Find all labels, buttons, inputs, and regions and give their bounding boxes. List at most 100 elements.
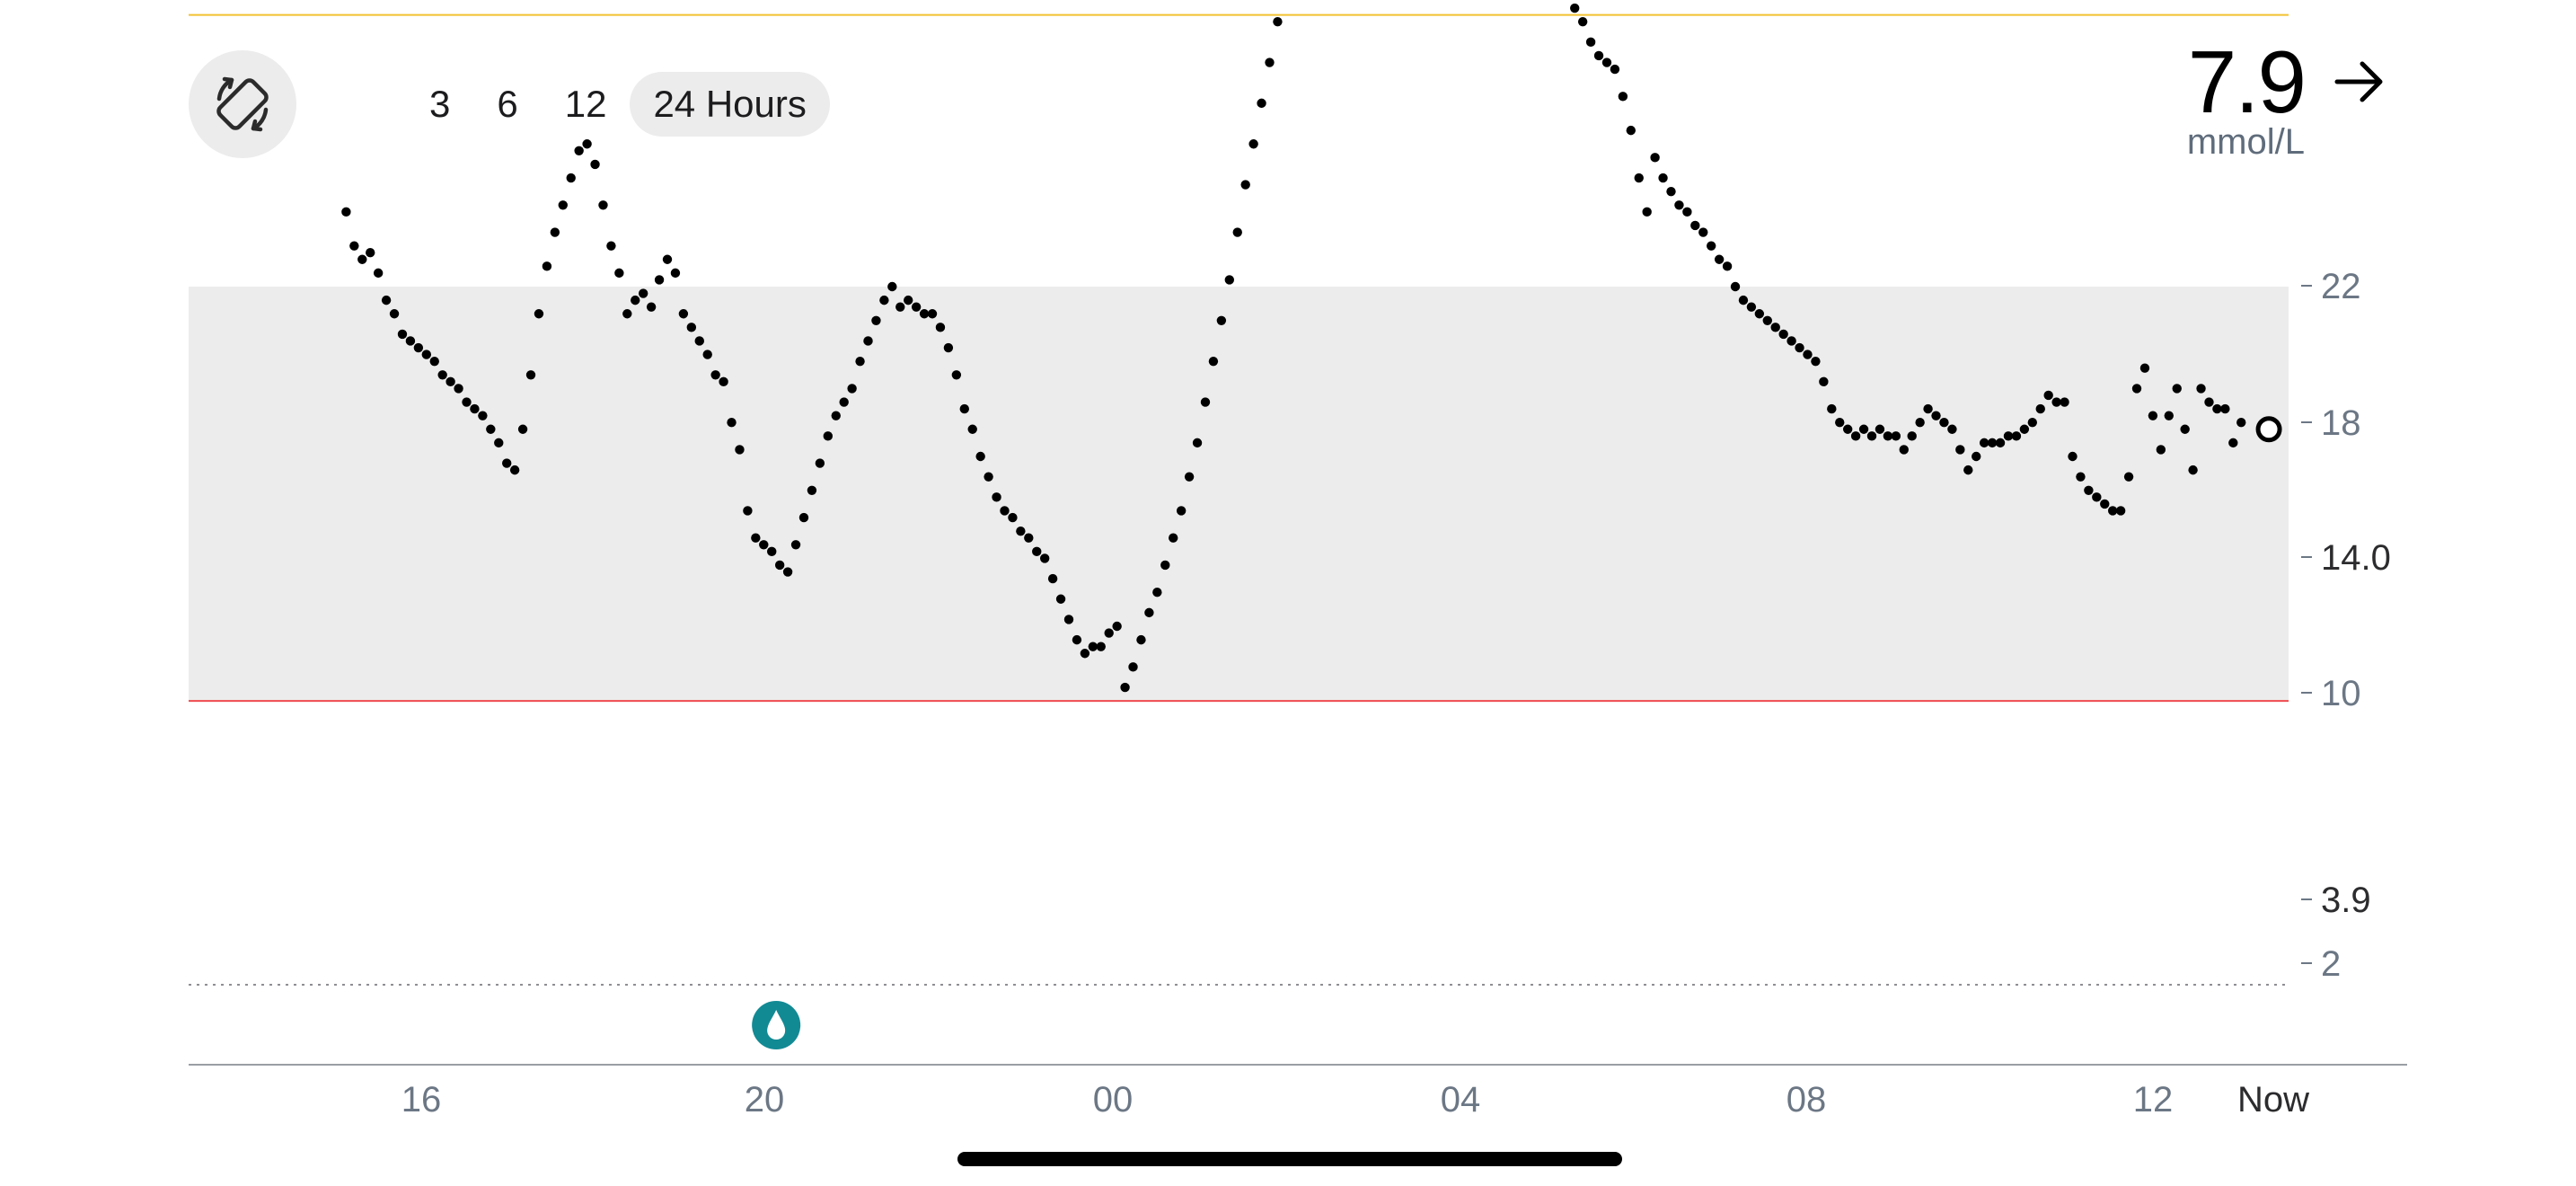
glucose-reading-dot [1160,560,1170,571]
glucose-reading-dot [2076,472,2086,482]
glucose-reading-dot [446,376,455,387]
glucose-reading-dot [1714,254,1725,264]
glucose-reading-dot [1072,634,1082,645]
glucose-reading-dot [389,309,400,319]
glucose-reading-dot [534,309,544,319]
glucose-reading-dot [727,418,737,428]
glucose-reading-dot [2148,411,2158,420]
glucose-reading-dot [1786,336,1796,346]
glucose-reading-dot [823,431,833,441]
glucose-reading-dot [1200,397,1211,407]
glucose-reading-dot [509,465,520,475]
glucose-reading-dot [2003,431,2014,441]
glucose-reading-dot [1104,628,1114,638]
glucose-reading-dot [1658,173,1668,183]
glucose-reading-dot [1144,607,1154,618]
glucose-reading-dot [405,336,416,346]
glucose-reading-dot [1128,662,1138,672]
glucose-reading-dot [774,560,785,571]
y-tick-label: 14.0 [2321,538,2391,578]
glucose-reading-dot [1000,506,1010,516]
glucose-reading-dot [454,384,463,394]
glucose-reading-dot [1835,418,1845,428]
glucose-reading-dot [2204,397,2214,407]
glucose-reading-dot [863,336,873,346]
glucose-reading-dot [1827,403,1837,414]
y-tick-label: 10 [2321,674,2361,713]
glucose-reading-dot [1055,594,1066,604]
glucose-reading-dot [1707,241,1716,251]
glucose-reading-dot [1875,424,1885,434]
glucose-reading-dot [478,411,488,420]
glucose-reading-dot [839,397,849,407]
glucose-reading-dot [2172,384,2182,394]
glucose-reading-dot [2180,424,2190,434]
y-tick-label: 22 [2321,267,2361,306]
glucose-reading-dot [1972,451,1981,462]
glucose-reading-dot [413,342,424,353]
glucose-reading-dot [1112,621,1122,632]
range-tab-12[interactable]: 12 [564,83,607,125]
glucose-reading-dot [1152,588,1162,597]
glucose-reading-dot [1666,186,1676,197]
glucose-reading-dot [1819,376,1829,387]
glucose-reading-dot [879,295,889,305]
glucose-reading-dot [694,336,704,346]
range-tab-6[interactable]: 6 [497,83,518,125]
glucose-reading-dot [550,227,560,237]
x-tick-label: 20 [745,1080,785,1120]
glucose-reading-dot [486,424,496,434]
glucose-reading-dot [1192,438,1203,448]
glucose-reading-dot [2196,384,2206,394]
glucose-reading-dot [2027,418,2037,428]
glucose-reading-dot [1891,431,1901,441]
glucose-reading-dot [1866,431,1877,441]
glucose-reading-dot [895,302,905,312]
glucose-reading-dot [2011,431,2022,441]
glucose-reading-dot [871,315,881,325]
glucose-reading-dot [1939,418,1949,428]
glucose-reading-dot [1248,139,1258,149]
glucose-reading-dot [646,302,657,312]
glucose-reading-dot [767,546,777,557]
glucose-reading-dot [1024,533,1034,543]
glucose-reading-dot [1746,302,1757,312]
glucose-reading-dot [919,309,930,319]
glucose-reading-dot [606,241,616,251]
glucose-reading-dot [1626,125,1636,136]
glucose-reading-dot [1634,173,1644,183]
glucose-reading-dot [1883,431,1893,441]
x-tick-label: 08 [1786,1080,1827,1120]
glucose-reading-dot [1650,153,1660,163]
glucose-reading-dot [1570,3,1580,13]
glucose-reading-dot [2068,451,2078,462]
glucose-reading-dot [935,323,946,332]
glucose-reading-dot [2139,363,2150,373]
time-range-tabs: 3 6 12 24 Hours [406,72,830,137]
glucose-reading-dot [1730,281,1741,292]
glucose-reading-dot [1240,180,1250,190]
blood-drop-icon[interactable] [752,1001,801,1049]
x-tick-label: 12 [2133,1080,2174,1120]
glucose-reading-dot [1063,615,1074,624]
glucose-reading-dot [1754,309,1765,319]
glucose-reading-dot [2060,397,2069,407]
glucose-reading-dot [855,356,865,367]
glucose-reading-dot [1955,445,1965,455]
glucose-reading-dot [2236,418,2246,428]
glucose-reading-dot [517,424,528,434]
glucose-reading-dot [686,323,697,332]
glucose-reading-dot [951,370,962,380]
glucose-reading-dot [631,295,640,305]
range-tab-3[interactable]: 3 [429,83,451,125]
rotate-button[interactable] [189,50,296,158]
glucose-reading-dot [1610,64,1620,75]
range-tab-24-hours[interactable]: 24 Hours [630,72,830,137]
glucose-reading-dot [2043,390,2053,401]
y-tick-label: 18 [2321,403,2361,443]
glucose-reading-dot [582,139,592,149]
glucose-unit: mmol/L [2186,122,2305,162]
arrow-right-icon [2334,61,2383,102]
glucose-reading-dot [1008,512,1018,523]
